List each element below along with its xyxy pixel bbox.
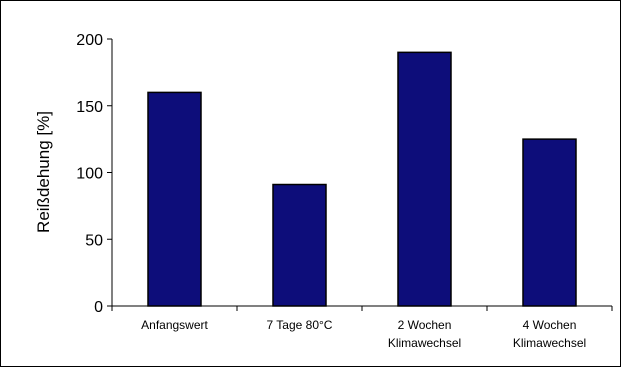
- y-tick-label-0: 0: [94, 299, 103, 316]
- x-category-label-1: Anfangswert: [141, 318, 208, 332]
- y-tick-label-50: 50: [85, 232, 103, 249]
- x-category-label-3-line-2: Klimawechsel: [388, 336, 461, 350]
- x-category-label-3-line-1: 2 Wochen: [398, 318, 452, 332]
- plot-area: 0 50 100 150 200 Anfangswert 7 Tage 80°C 2 Woch…: [76, 32, 613, 350]
- y-tick-label-200: 200: [76, 32, 103, 49]
- x-category-label-4-line-1: 4 Wochen: [523, 318, 577, 332]
- x-category-label-2: 7 Tage 80°C: [267, 318, 333, 332]
- bar-2: [272, 183, 327, 307]
- y-tick-label-100: 100: [76, 166, 103, 183]
- y-tick-label-150: 150: [76, 99, 103, 116]
- x-category-label-4: 4 Wochen Klimawechsel: [513, 318, 586, 350]
- x-category-label-4-line-2: Klimawechsel: [513, 336, 586, 350]
- x-category-label-1-line-1: Anfangswert: [141, 318, 208, 332]
- x-category-label-3: 2 Wochen Klimawechsel: [388, 318, 461, 350]
- bar-1: [147, 91, 202, 307]
- x-category-label-2-line-1: 7 Tage 80°C: [267, 318, 333, 332]
- bar-4: [522, 138, 577, 307]
- y-axis-title: Reißdehung [%]: [34, 111, 53, 233]
- y-axis-title-group: Reißdehung [%]: [34, 111, 53, 233]
- bar-3: [397, 51, 452, 307]
